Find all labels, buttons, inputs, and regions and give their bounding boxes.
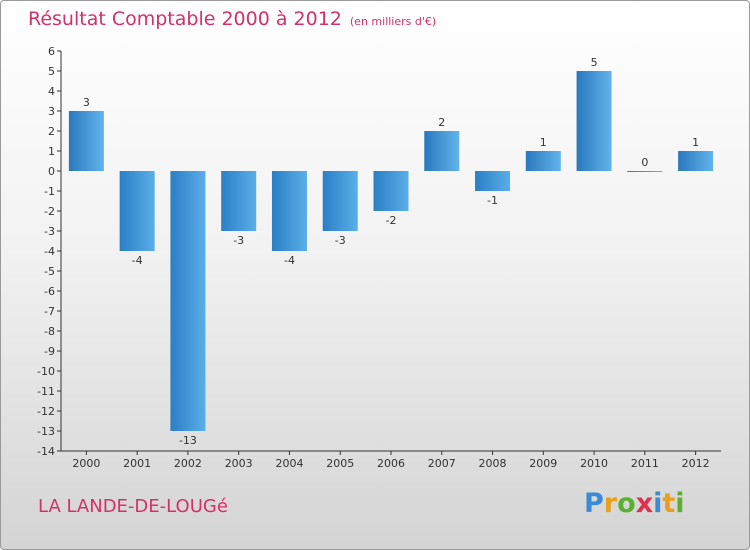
x-tick-label: 2000 (72, 457, 100, 470)
y-tick-label: 6 (48, 45, 55, 58)
proxiti-logo: Proxiti (584, 488, 685, 519)
x-tick-label: 2002 (174, 457, 202, 470)
commune-name: LA LANDE-DE-LOUGé (38, 496, 228, 517)
x-tick-label: 2004 (275, 457, 303, 470)
y-tick-label: -12 (37, 405, 55, 418)
y-tick-label: -1 (44, 185, 55, 198)
bar (424, 131, 460, 171)
x-tick-label: 2010 (580, 457, 608, 470)
y-tick-label: -10 (37, 365, 55, 378)
bar-value-label: 1 (540, 136, 547, 149)
bar-value-label: -1 (487, 194, 498, 207)
logo-letter: i (675, 488, 685, 519)
bar (678, 151, 714, 171)
bar (221, 171, 257, 231)
logo-letter: i (653, 488, 663, 519)
bar (119, 171, 155, 251)
bar-value-label: -4 (284, 254, 295, 267)
y-tick-label: -13 (37, 425, 55, 438)
bar (271, 171, 307, 251)
bar-value-label: -4 (132, 254, 143, 267)
bar (322, 171, 358, 231)
y-tick-label: -11 (37, 385, 55, 398)
bar-value-label: -2 (386, 214, 397, 227)
chart-subtitle: (en milliers d'€) (349, 15, 437, 28)
y-tick-label: -4 (44, 245, 55, 258)
y-tick-label: -9 (44, 345, 55, 358)
logo-letter: t (662, 488, 676, 519)
title-text: Résultat Comptable 2000 à 2012 (28, 8, 342, 30)
bar (373, 171, 409, 211)
y-tick-label: 1 (48, 145, 55, 158)
x-tick-label: 2005 (326, 457, 354, 470)
y-tick-label: -3 (44, 225, 55, 238)
bar (525, 151, 561, 171)
x-tick-label: 2003 (225, 457, 253, 470)
chart-title: Résultat Comptable 2000 à 2012 (en millie… (28, 8, 436, 30)
bar (475, 171, 511, 191)
bar (170, 171, 206, 431)
logo-letter: r (603, 488, 618, 519)
bar-value-label: 1 (692, 136, 699, 149)
bar (627, 171, 663, 172)
bar (68, 111, 104, 171)
y-tick-label: -8 (44, 325, 55, 338)
x-tick-label: 2006 (377, 457, 405, 470)
logo-letter: P (584, 488, 604, 519)
bar (576, 71, 612, 171)
y-tick-label: -2 (44, 205, 55, 218)
x-tick-label: 2008 (479, 457, 507, 470)
x-tick-label: 2011 (631, 457, 659, 470)
bar-value-label: -13 (179, 434, 197, 447)
y-tick-label: -6 (44, 285, 55, 298)
y-tick-label: 0 (48, 165, 55, 178)
x-tick-label: 2007 (428, 457, 456, 470)
logo-letter: x (635, 488, 654, 519)
y-tick-label: 5 (48, 65, 55, 78)
y-tick-label: -5 (44, 265, 55, 278)
bar-value-label: 5 (591, 56, 598, 69)
bar-value-label: 0 (641, 156, 648, 169)
bar-value-label: -3 (233, 234, 244, 247)
x-tick-label: 2012 (682, 457, 710, 470)
y-tick-label: 3 (48, 105, 55, 118)
y-tick-label: 4 (48, 85, 55, 98)
bar-value-label: 3 (83, 96, 90, 109)
bar-value-label: 2 (438, 116, 445, 129)
y-tick-label: -14 (37, 445, 55, 458)
y-tick-label: 2 (48, 125, 55, 138)
x-tick-label: 2009 (529, 457, 557, 470)
bar-value-label: -3 (335, 234, 346, 247)
y-tick-label: -7 (44, 305, 55, 318)
x-tick-label: 2001 (123, 457, 151, 470)
logo-letter: o (617, 488, 636, 519)
